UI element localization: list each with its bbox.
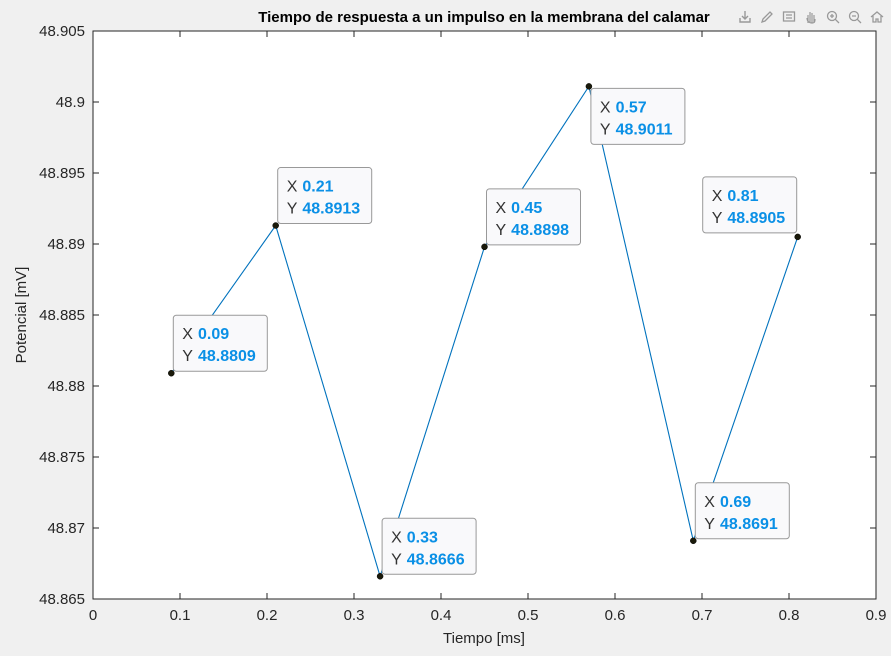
chart-title: Tiempo de respuesta a un impulso en la m… [258, 9, 710, 26]
datatip-y-row: Y 48.8898 [496, 222, 570, 239]
x-axis-label: Tiempo [ms] [443, 630, 525, 647]
datatip-x-label: X [704, 494, 715, 511]
datatip[interactable]: X 0.69 Y 48.8691 [694, 482, 790, 540]
datatip-box [694, 482, 790, 540]
data-point[interactable] [376, 573, 384, 580]
datatip-y-label: Y [182, 348, 193, 365]
datatip[interactable]: X 0.81Y 48.8905 [702, 176, 798, 234]
datatip-y-label: Y [600, 121, 611, 138]
datatip-y-label: Y [496, 222, 507, 239]
x-tick-label: 0.2 [257, 607, 278, 624]
datatip-x-value: 0.81 [727, 188, 758, 205]
axes-toolbar [735, 6, 887, 28]
datatip-x-label: X [496, 200, 507, 217]
datatip-x-row: X 0.33 [391, 529, 438, 546]
home-icon[interactable] [867, 6, 887, 28]
datatip-y-label: Y [391, 551, 402, 568]
x-tick-label: 0.7 [692, 607, 713, 624]
y-tick-label: 48.87 [47, 520, 85, 537]
y-axis-label: Potencial [mV] [13, 267, 30, 364]
datatip-y-value: 48.9011 [616, 121, 673, 138]
data-point[interactable] [168, 369, 175, 377]
data-point[interactable] [690, 537, 697, 545]
data-point[interactable] [272, 222, 279, 229]
x-tick-label: 0 [89, 607, 97, 624]
datatip-y-row: Y 48.8913 [287, 201, 361, 218]
datatip-x-value: 0.09 [198, 326, 229, 343]
datatip[interactable]: X 0.09 Y 48.8809 [172, 314, 268, 372]
datatip-y-row: Y 48.9011 [600, 121, 673, 138]
datatip-y-value: 48.8666 [407, 551, 465, 568]
x-tick-label: 0.4 [431, 607, 452, 624]
datatip-y-row: Y 48.8905 [712, 210, 786, 227]
datatip-x-label: X [391, 529, 402, 546]
datatip-box [486, 188, 581, 246]
datatip-x-label: X [600, 99, 611, 116]
datatip-x-value: 0.57 [616, 99, 647, 116]
datatip-y-label: Y [712, 210, 723, 227]
y-tick-label: 48.865 [39, 591, 85, 608]
pan-hand-icon[interactable] [801, 6, 821, 28]
datatip-box [381, 517, 477, 575]
datatip-x-value: 0.33 [407, 529, 438, 546]
y-tick-label: 48.89 [47, 236, 85, 253]
x-tick-label: 0.8 [779, 607, 800, 624]
y-tick-label: 48.895 [39, 165, 85, 182]
data-point[interactable] [794, 233, 801, 241]
datatip-y-value: 48.8898 [511, 222, 569, 239]
datatip-y-label: Y [287, 201, 298, 218]
datatip-y-row: Y 48.8809 [182, 348, 256, 365]
y-tick-label: 48.875 [39, 449, 85, 466]
x-tick-label: 0.3 [344, 607, 365, 624]
y-tick-label: 48.88 [47, 378, 85, 395]
datatip-x-label: X [712, 188, 723, 205]
zoom-in-icon[interactable] [823, 6, 843, 28]
datatip-x-label: X [182, 326, 193, 343]
datatip-x-value: 0.45 [511, 200, 542, 217]
datatip-x-value: 0.69 [720, 494, 751, 511]
datatip-y-row: Y 48.8691 [704, 516, 778, 533]
datatip[interactable]: X 0.33 Y 48.8666 [381, 517, 477, 575]
brush-icon[interactable] [757, 6, 777, 28]
y-tick-label: 48.905 [39, 23, 85, 40]
datatip-y-value: 48.8913 [302, 201, 360, 218]
datatip-x-label: X [287, 179, 298, 196]
datatip-x-row: X 0.45 [496, 200, 543, 217]
datatip-x-value: 0.21 [302, 179, 333, 196]
x-tick-label: 0.1 [170, 607, 191, 624]
datatip-box [277, 167, 373, 225]
datatip[interactable]: X 0.57 Y 48.9011 [590, 87, 686, 145]
datatip[interactable]: X 0.45Y 48.8898 [486, 188, 581, 246]
datatip-y-row: Y 48.8666 [391, 551, 465, 568]
datatip-y-value: 48.8809 [198, 348, 256, 365]
zoom-out-icon[interactable] [845, 6, 865, 28]
datatip-y-label: Y [704, 516, 715, 533]
datatip-x-row: X 0.69 [704, 494, 751, 511]
x-tick-label: 0.5 [518, 607, 539, 624]
y-tick-label: 48.9 [56, 94, 85, 111]
datatip[interactable]: X 0.21Y 48.8913 [277, 167, 373, 225]
datatip-x-row: X 0.21 [287, 179, 334, 196]
data-point[interactable] [585, 83, 593, 90]
datatip-x-row: X 0.81 [712, 188, 759, 205]
datatip-y-value: 48.8905 [727, 210, 785, 227]
datatip-x-row: X 0.09 [182, 326, 229, 343]
datatip-box [702, 176, 798, 234]
export-icon[interactable] [735, 6, 755, 28]
datatip-icon[interactable] [779, 6, 799, 28]
data-point[interactable] [481, 243, 488, 251]
x-tick-label: 0.6 [605, 607, 626, 624]
y-tick-label: 48.885 [39, 307, 85, 324]
x-tick-label: 0.9 [866, 607, 887, 624]
datatip-x-row: X 0.57 [600, 99, 647, 116]
datatip-box [590, 87, 686, 145]
datatip-box [172, 314, 268, 372]
datatip-y-value: 48.8691 [720, 516, 778, 533]
